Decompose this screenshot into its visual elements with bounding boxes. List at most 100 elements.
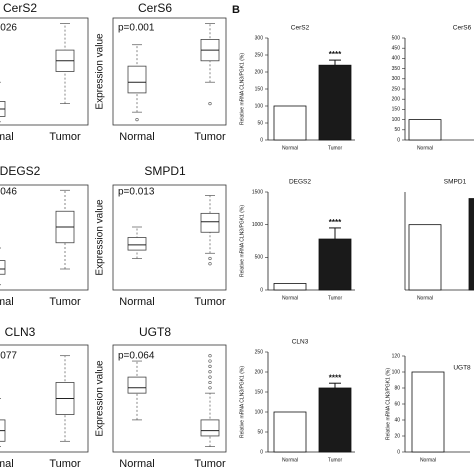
chart-title: DEGS2 [0, 164, 41, 178]
x-tick-label: Normal [417, 145, 433, 151]
plot-frame [112, 17, 227, 126]
x-tick-label: Normal [0, 458, 14, 470]
x-tick-label: Normal [0, 296, 14, 308]
bar [318, 238, 352, 291]
plot-frame [0, 17, 89, 126]
chart-title: CLN3 [5, 325, 36, 339]
y-tick-label: 500 [392, 35, 401, 41]
y-tick-label: 50 [257, 120, 263, 126]
bar [273, 105, 307, 141]
chart-title: UGT8 [139, 325, 171, 339]
p-value: p=0.013 [118, 187, 155, 198]
p-value: p=0.001 [118, 23, 155, 34]
p-value: p=0.046 [0, 187, 17, 198]
chart-title: CerS2 [291, 25, 310, 32]
x-tick-label: Normal [0, 131, 14, 143]
outlier [208, 370, 212, 374]
x-tick-label: Normal [119, 131, 154, 143]
x-tick-label: Normal [420, 457, 436, 463]
chart-title: CerS6 [453, 25, 472, 32]
outlier [208, 354, 212, 358]
y-tick-label: 0 [260, 449, 263, 455]
outlier [208, 380, 212, 385]
box [200, 212, 220, 233]
bar [408, 119, 442, 141]
y-tick-label: 100 [255, 103, 264, 109]
y-tick-label: 450 [392, 46, 401, 52]
x-tick-label: Normal [282, 295, 298, 301]
y-tick-label: 250 [255, 349, 264, 355]
y-axis-label: Relative mRNA CLN3/PGK1 (%) [385, 368, 391, 440]
y-tick-label: 20 [394, 433, 400, 439]
y-tick-label: 100 [392, 369, 401, 375]
y-tick-label: 400 [392, 56, 401, 62]
outlier [208, 256, 212, 261]
y-tick-label: 0 [260, 137, 263, 143]
y-axis-label: Relative mRNA CLN3/PGK1 (%) [239, 53, 245, 125]
chart-title: CerS2 [3, 1, 37, 15]
outlier [208, 364, 212, 369]
p-value: p=0.077 [0, 351, 17, 362]
chart-title: SMPD1 [144, 164, 186, 178]
x-tick-label: Tumor [194, 458, 226, 470]
chart-title: UGT8 [453, 365, 471, 372]
outlier [208, 262, 212, 266]
y-tick-label: 100 [255, 409, 264, 415]
bar [318, 64, 352, 141]
p-value: p=0.064 [118, 351, 155, 362]
chart-title: CerS6 [138, 1, 172, 15]
y-tick-label: 150 [255, 389, 264, 395]
y-axis-label: Relative mRNA CLN3/PGK1 (%) [239, 205, 245, 277]
y-tick-label: 200 [255, 369, 264, 375]
y-tick-label: 0 [260, 287, 263, 293]
x-tick-label: Tumor [328, 145, 343, 151]
x-tick-label: Tumor [328, 295, 343, 301]
p-value: p=0.026 [0, 23, 17, 34]
y-tick-label: 120 [392, 353, 401, 359]
bar [408, 224, 442, 291]
box [127, 376, 147, 394]
panel-label: B [232, 4, 240, 16]
bar [318, 387, 352, 453]
y-tick-label: 0 [397, 449, 400, 455]
outlier [208, 359, 212, 363]
y-axis-label: Relative mRNA CLN3/PGK1 (%) [239, 366, 245, 438]
y-tick-label: 300 [255, 35, 264, 41]
x-tick-label: Normal [119, 458, 154, 470]
chart-title: CLN3 [292, 339, 309, 346]
x-tick-label: Tumor [194, 131, 226, 143]
x-tick-label: Normal [417, 295, 433, 301]
bar [273, 283, 307, 291]
y-tick-label: 80 [394, 385, 400, 391]
y-tick-label: 1500 [252, 189, 263, 195]
y-tick-label: 200 [255, 69, 264, 75]
y-tick-label: 100 [392, 117, 401, 123]
y-axis-label: Expression value [95, 33, 106, 110]
bar [468, 198, 474, 291]
y-tick-label: 50 [257, 429, 263, 435]
plot-frame [0, 184, 89, 291]
y-tick-label: 0 [397, 137, 400, 143]
significance: **** [329, 50, 342, 59]
x-tick-label: Normal [282, 145, 298, 151]
box [200, 419, 220, 437]
x-tick-label: Normal [282, 457, 298, 463]
y-tick-label: 1000 [252, 222, 263, 228]
plot-frame [112, 184, 227, 291]
y-tick-label: 60 [394, 401, 400, 407]
x-tick-label: Tumor [49, 131, 81, 143]
y-axis-label: Expression value [95, 199, 106, 276]
y-tick-label: 250 [255, 52, 264, 58]
x-tick-label: Normal [119, 296, 154, 308]
box [0, 260, 6, 275]
y-axis-label: Expression value [95, 360, 106, 437]
box [127, 237, 147, 251]
significance: **** [329, 373, 342, 382]
outlier [208, 375, 212, 379]
x-tick-label: Tumor [49, 296, 81, 308]
y-tick-label: 200 [392, 97, 401, 103]
x-tick-label: Tumor [49, 458, 81, 470]
plot-frame [0, 344, 89, 453]
outlier [208, 101, 212, 106]
